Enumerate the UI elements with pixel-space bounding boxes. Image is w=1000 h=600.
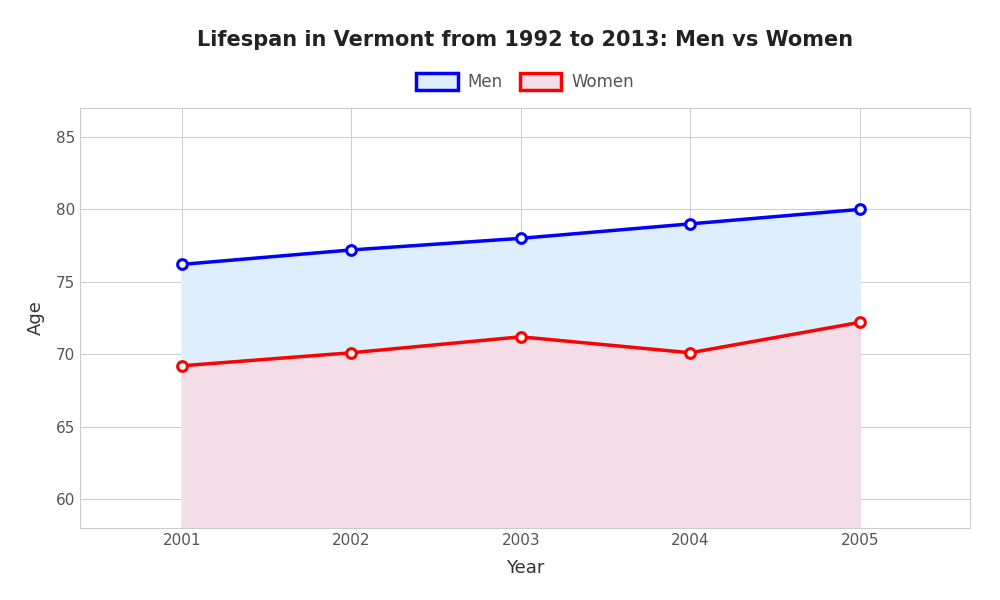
Y-axis label: Age: Age (27, 301, 45, 335)
Title: Lifespan in Vermont from 1992 to 2013: Men vs Women: Lifespan in Vermont from 1992 to 2013: M… (197, 29, 853, 49)
X-axis label: Year: Year (506, 559, 544, 577)
Legend: Men, Women: Men, Women (409, 66, 641, 97)
